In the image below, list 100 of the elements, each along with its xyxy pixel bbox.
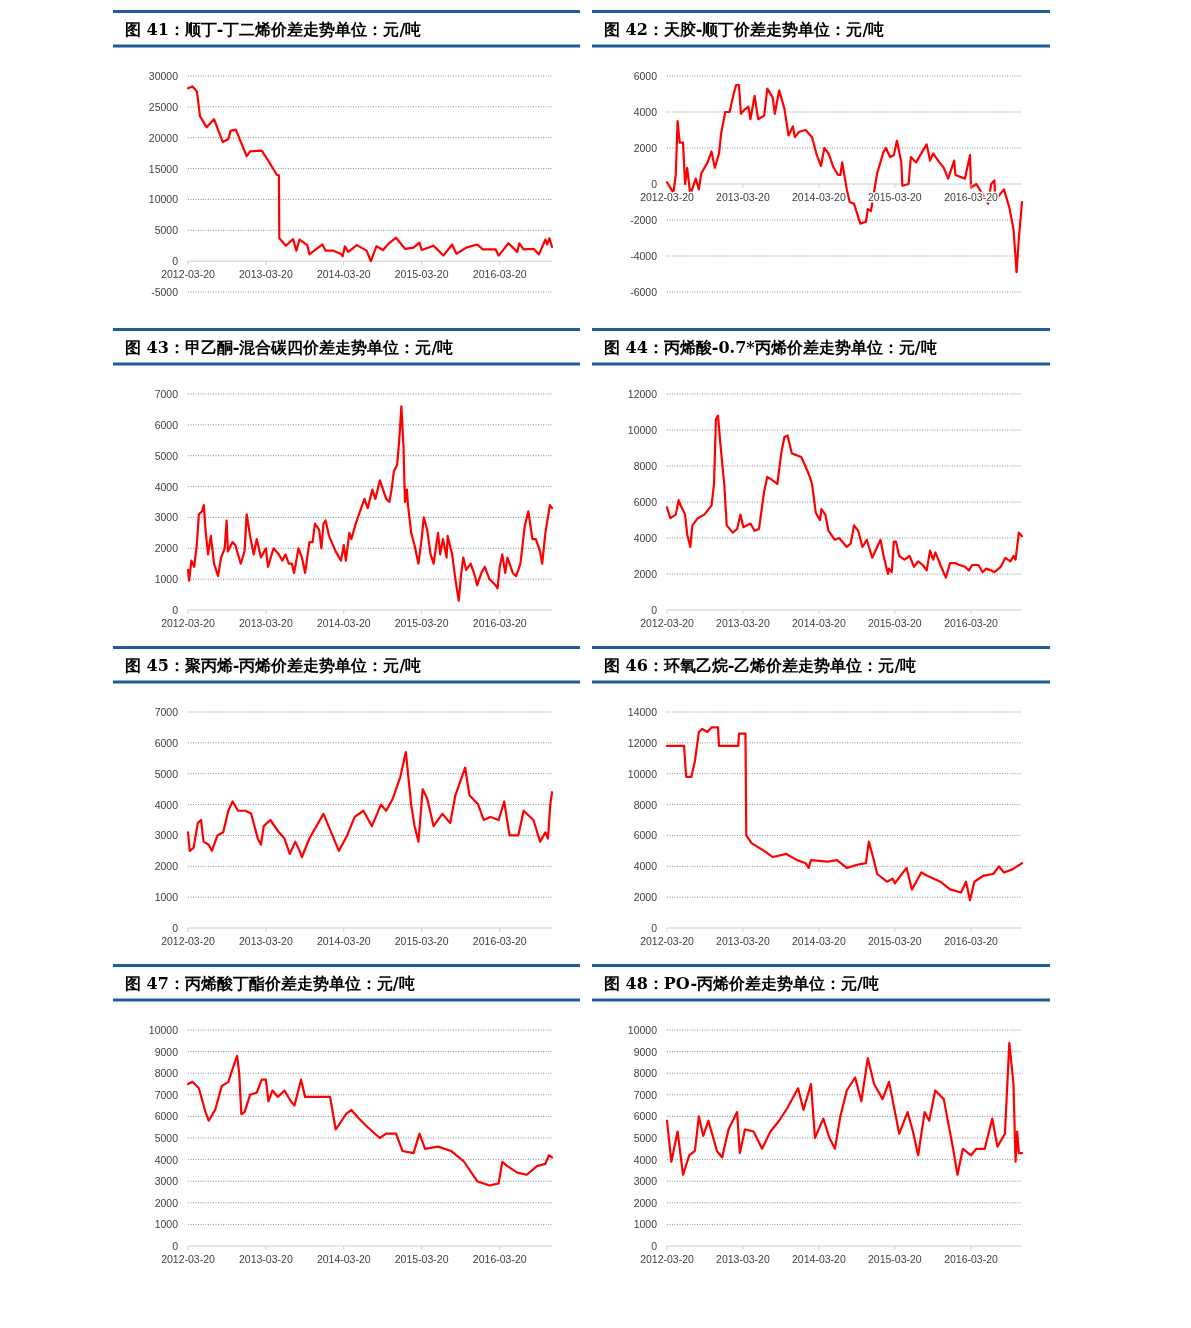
x-tick-label: 2014-03-20	[792, 935, 846, 947]
x-tick-label: 2015-03-20	[868, 617, 922, 629]
x-tick-label: 2015-03-20	[868, 1253, 922, 1265]
x-tick-label: 2012-03-20	[640, 191, 695, 203]
y-tick-label: 6000	[633, 496, 658, 508]
x-tick-label: 2013-03-20	[716, 1253, 770, 1265]
y-tick-label: 2000	[633, 568, 658, 580]
y-tick-label: 7000	[633, 1088, 658, 1101]
y-tick-label: 7000	[154, 1088, 179, 1101]
y-tick-label: 6000	[633, 70, 658, 82]
y-tick-label: 4000	[633, 106, 658, 118]
x-tick-label: 2012-03-20	[640, 617, 695, 629]
y-tick-label: 6000	[154, 418, 179, 431]
y-tick-label: 0	[651, 1240, 658, 1252]
y-tick-label: 9000	[154, 1045, 179, 1058]
y-tick-label: 5000	[154, 449, 179, 462]
y-tick-label: 6000	[633, 829, 658, 842]
y-tick-label: 4000	[154, 480, 179, 493]
x-tick-label: 2014-03-20	[316, 268, 371, 281]
x-tick-label: 2014-03-20	[792, 617, 846, 629]
chart-title: 图 47：丙烯酸丁酯价差走势单位：元/吨	[125, 974, 415, 993]
x-tick-label: 2016-03-20	[944, 1253, 999, 1265]
x-tick-label: 2016-03-20	[472, 935, 527, 947]
y-tick-label: -6000	[630, 286, 658, 298]
y-tick-label: 25000	[148, 100, 179, 113]
y-tick-label: 4000	[633, 1153, 658, 1166]
y-tick-label: 10000	[627, 1024, 658, 1036]
y-tick-label: 2000	[154, 542, 179, 555]
y-tick-label: 0	[651, 604, 658, 616]
y-tick-label: 10000	[148, 193, 179, 206]
y-tick-label: 2000	[633, 1196, 658, 1209]
y-tick-label: 4000	[633, 860, 658, 873]
y-tick-label: 5000	[633, 1132, 658, 1144]
x-tick-label: 2014-03-20	[792, 1253, 846, 1265]
y-tick-label: 8000	[633, 1067, 658, 1080]
y-tick-label: 10000	[148, 1024, 179, 1036]
x-tick-label: 2013-03-20	[239, 935, 293, 947]
y-tick-label: -2000	[630, 214, 658, 226]
y-tick-label: 12000	[627, 736, 658, 749]
chart-title: 图 44：丙烯酸-0.7*丙烯价差走势单位：元/吨	[604, 338, 937, 357]
x-tick-label: 2013-03-20	[716, 617, 770, 629]
chart-title: 图 46：环氧乙烷-乙烯价差走势单位：元/吨	[604, 656, 917, 675]
y-tick-label: 0	[172, 1240, 179, 1252]
y-tick-label: 0	[651, 178, 658, 190]
y-tick-label: 1000	[633, 1218, 658, 1231]
x-tick-label: 2012-03-20	[161, 268, 216, 281]
y-tick-label: 3000	[154, 829, 179, 842]
y-tick-label: 20000	[148, 131, 179, 144]
x-tick-label: 2014-03-20	[316, 1253, 371, 1265]
y-tick-label: 2000	[633, 142, 658, 154]
x-tick-label: 2016-03-20	[472, 1253, 527, 1265]
y-tick-label: 8000	[154, 1067, 179, 1080]
x-tick-label: 2015-03-20	[868, 935, 922, 947]
y-tick-label: 0	[172, 604, 179, 616]
x-tick-label: 2015-03-20	[394, 1253, 449, 1265]
x-tick-label: 2014-03-20	[316, 617, 371, 629]
y-tick-label: 0	[172, 922, 179, 934]
x-tick-label: 2016-03-20	[472, 617, 527, 629]
x-tick-label: 2016-03-20	[944, 935, 999, 947]
y-tick-label: 1000	[154, 1218, 179, 1231]
y-tick-label: 4000	[154, 1153, 179, 1166]
y-tick-label: 7000	[154, 706, 179, 718]
y-tick-label: 4000	[154, 798, 179, 811]
y-tick-label: 5000	[154, 224, 179, 237]
y-tick-label: 6000	[154, 1110, 179, 1123]
y-tick-label: 3000	[154, 511, 179, 524]
y-tick-label: 6000	[633, 1110, 658, 1123]
x-tick-label: 2012-03-20	[161, 935, 216, 947]
y-tick-label: 2000	[154, 1196, 179, 1209]
y-tick-label: 3000	[633, 1175, 658, 1188]
x-tick-label: 2014-03-20	[792, 191, 846, 203]
y-tick-label: 9000	[633, 1045, 658, 1058]
y-tick-label: 10000	[627, 424, 658, 436]
y-tick-label: 8000	[633, 798, 658, 811]
chart-title: 图 41：顺丁-丁二烯价差走势单位：元/吨	[125, 20, 422, 39]
y-tick-label: 5000	[154, 1132, 179, 1144]
y-tick-label: 2000	[633, 891, 658, 904]
y-tick-label: 5000	[154, 767, 179, 780]
chart-title: 图 48：PO-丙烯价差走势单位：元/吨	[604, 974, 879, 993]
y-tick-label: 8000	[633, 460, 658, 472]
y-tick-label: 14000	[627, 706, 658, 718]
x-tick-label: 2014-03-20	[316, 935, 371, 947]
y-tick-label: 3000	[154, 1175, 179, 1188]
x-tick-label: 2015-03-20	[394, 617, 449, 629]
y-tick-label: 12000	[627, 388, 658, 400]
x-tick-label: 2013-03-20	[716, 935, 770, 947]
x-tick-label: 2013-03-20	[239, 268, 293, 281]
y-tick-label: 4000	[633, 532, 658, 544]
x-tick-label: 2013-03-20	[239, 1253, 293, 1265]
y-tick-label: 1000	[154, 891, 179, 904]
chart-title: 图 43：甲乙酮-混合碳四价差走势单位：元/吨	[125, 338, 454, 357]
y-tick-label: -4000	[630, 250, 658, 262]
x-tick-label: 2015-03-20	[394, 268, 449, 281]
chart-title: 图 42：天胶-顺丁价差走势单位：元/吨	[604, 20, 885, 39]
x-tick-label: 2012-03-20	[161, 617, 216, 629]
x-tick-label: 2015-03-20	[394, 935, 449, 947]
x-tick-label: 2013-03-20	[239, 617, 293, 629]
y-tick-label: 7000	[154, 388, 179, 400]
chart-title: 图 45：聚丙烯-丙烯价差走势单位：元/吨	[125, 656, 422, 675]
x-tick-label: 2012-03-20	[640, 935, 695, 947]
